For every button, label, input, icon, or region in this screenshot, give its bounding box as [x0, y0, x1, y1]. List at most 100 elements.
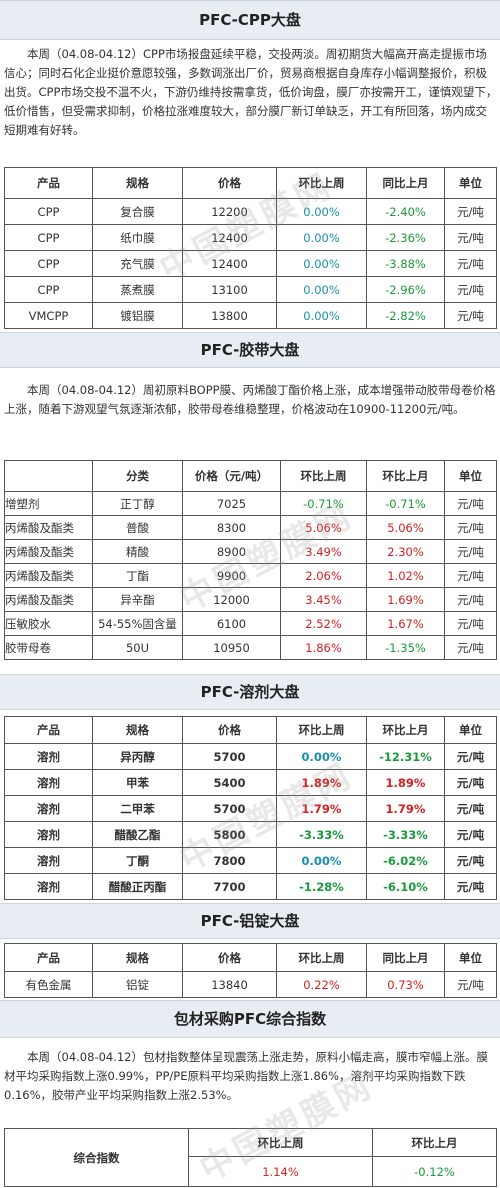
table-cell: 溶剂: [4, 847, 93, 874]
table-cell: 1.02%: [366, 563, 445, 588]
table-cell: 溶剂: [4, 769, 93, 796]
column-header: [4, 460, 93, 492]
table-cell: 2.30%: [366, 539, 445, 564]
table-cell: 2.52%: [280, 611, 367, 636]
table-cell: CPP: [4, 198, 93, 225]
column-header: 价格: [182, 943, 277, 972]
table-cell: 溶剂: [4, 743, 93, 770]
cpp-section-title: PFC-CPP大盘: [0, 0, 500, 40]
table-cell: 复合膜: [92, 198, 183, 225]
table-cell: VMCPP: [4, 302, 93, 329]
table-cell: 7700: [182, 873, 277, 900]
column-header: 单位: [444, 716, 497, 744]
table-cell: 7800: [182, 847, 277, 874]
table-cell: 元/吨: [444, 198, 497, 225]
table-cell: 0.00%: [276, 250, 367, 277]
table-cell: 元/吨: [444, 563, 497, 588]
table-cell: 元/吨: [444, 795, 497, 822]
index-section-title: 包材采购PFC综合指数: [0, 1000, 500, 1038]
table-cell: 胶带母卷: [4, 635, 93, 660]
table-cell: -1.28%: [276, 873, 367, 900]
table-cell: -2.36%: [366, 224, 445, 251]
table-cell: CPP: [4, 250, 93, 277]
table-cell: 54-55%固含量: [92, 611, 183, 636]
table-cell: 元/吨: [444, 302, 497, 329]
table-cell: 5800: [182, 821, 277, 848]
table-cell: 元/吨: [444, 873, 497, 900]
table-row: 压敏胶水 54-55%固含量 6100 2.52% 1.67% 元/吨: [4, 611, 497, 636]
table-cell: 1.79%: [366, 795, 445, 822]
table-cell: 元/吨: [444, 539, 497, 564]
table-cell: 醋酸正丙酯: [92, 873, 183, 900]
tape-paragraph: 本周（04.08-04.12）周初原料BOPP膜、丙烯酸丁酯价格上涨，成本增强带…: [4, 383, 496, 416]
table-cell: 0.73%: [366, 971, 445, 998]
table-cell: 溶剂: [4, 873, 93, 900]
table-cell: 8900: [182, 539, 281, 564]
index-col-week: 环比上周: [188, 1128, 373, 1157]
column-header: 环比上周: [276, 716, 367, 744]
table-cell: -3.33%: [276, 821, 367, 848]
table-cell: 1.69%: [366, 587, 445, 612]
table-cell: 元/吨: [444, 635, 497, 660]
table-cell: 丁酯: [92, 563, 183, 588]
table-cell: 1.79%: [276, 795, 367, 822]
index-col-month: 环比上月: [372, 1128, 497, 1157]
table-cell: 元/吨: [444, 821, 497, 848]
table-cell: 3.45%: [280, 587, 367, 612]
table-cell: 纸巾膜: [92, 224, 183, 251]
table-row: 丙烯酸及酯类 丁酯 9900 2.06% 1.02% 元/吨: [4, 563, 497, 588]
table-row: CPP 复合膜 12200 0.00% -2.40% 元/吨: [4, 198, 497, 225]
table-cell: 元/吨: [444, 587, 497, 612]
table-header-row: 产品 规格 价格 环比上周 同比上月 单位: [4, 167, 497, 199]
table-cell: 有色金属: [4, 971, 93, 998]
column-header: 分类: [92, 460, 183, 492]
table-cell: 7025: [182, 491, 281, 516]
table-cell: 元/吨: [444, 224, 497, 251]
table-cell: -0.71%: [366, 491, 445, 516]
table-cell: -1.35%: [366, 635, 445, 660]
table-header-row: 产品 规格 价格 环比上周 同比上月 单位: [4, 943, 497, 972]
table-row: 溶剂 丁酮 7800 0.00% -6.02% 元/吨: [4, 847, 497, 874]
table-cell: 甲苯: [92, 769, 183, 796]
table-cell: 二甲苯: [92, 795, 183, 822]
table-cell: 元/吨: [444, 743, 497, 770]
table-cell: 13840: [182, 971, 277, 998]
table-cell: 充气膜: [92, 250, 183, 277]
table-cell: 元/吨: [444, 515, 497, 540]
table-cell: 镀铝膜: [92, 302, 183, 329]
table-row: 溶剂 醋酸乙酯 5800 -3.33% -3.33% 元/吨: [4, 821, 497, 848]
table-cell: 5.06%: [366, 515, 445, 540]
table-cell: 增塑剂: [4, 491, 93, 516]
table-cell: 5700: [182, 743, 277, 770]
table-cell: -2.96%: [366, 276, 445, 303]
table-cell: 普酸: [92, 515, 183, 540]
table-cell: 元/吨: [444, 250, 497, 277]
table-cell: 0.00%: [276, 198, 367, 225]
column-header: 环比上周: [276, 167, 367, 199]
column-header: 单位: [444, 943, 497, 972]
table-row: CPP 充气膜 12400 0.00% -3.88% 元/吨: [4, 250, 497, 277]
index-paragraph: 本周（04.08-04.12）包材指数整体呈现震荡上涨走势，原料小幅走高，膜市窄…: [4, 1050, 488, 1102]
table-cell: 13100: [182, 276, 277, 303]
column-header: 价格: [182, 167, 277, 199]
table-row: CPP 纸巾膜 12400 0.00% -2.36% 元/吨: [4, 224, 497, 251]
table-row: CPP 蒸煮膜 13100 0.00% -2.96% 元/吨: [4, 276, 497, 303]
column-header: 产品: [4, 167, 93, 199]
table-row: 增塑剂 正丁醇 7025 -0.71% -0.71% 元/吨: [4, 491, 497, 516]
aluminum-table: 产品 规格 价格 环比上周 同比上月 单位 有色金属 铝锭 13840 0.22% 0.73% 元/吨: [4, 943, 497, 998]
table-cell: 元/吨: [444, 491, 497, 516]
table-cell: 12400: [182, 250, 277, 277]
column-header: 同比上月: [366, 167, 445, 199]
table-cell: 3.49%: [280, 539, 367, 564]
table-cell: 铝锭: [92, 971, 183, 998]
table-cell: 0.00%: [276, 743, 367, 770]
table-row: 丙烯酸及酯类 精酸 8900 3.49% 2.30% 元/吨: [4, 539, 497, 564]
table-row: 溶剂 醋酸正丙酯 7700 -1.28% -6.10% 元/吨: [4, 873, 497, 900]
table-cell: 丁酮: [92, 847, 183, 874]
table-cell: 正丁醇: [92, 491, 183, 516]
tape-section-title: PFC-胶带大盘: [0, 332, 500, 368]
table-cell: 蒸煮膜: [92, 276, 183, 303]
column-header: 环比上月: [366, 460, 445, 492]
table-cell: 溶剂: [4, 821, 93, 848]
table-cell: 异辛酯: [92, 587, 183, 612]
